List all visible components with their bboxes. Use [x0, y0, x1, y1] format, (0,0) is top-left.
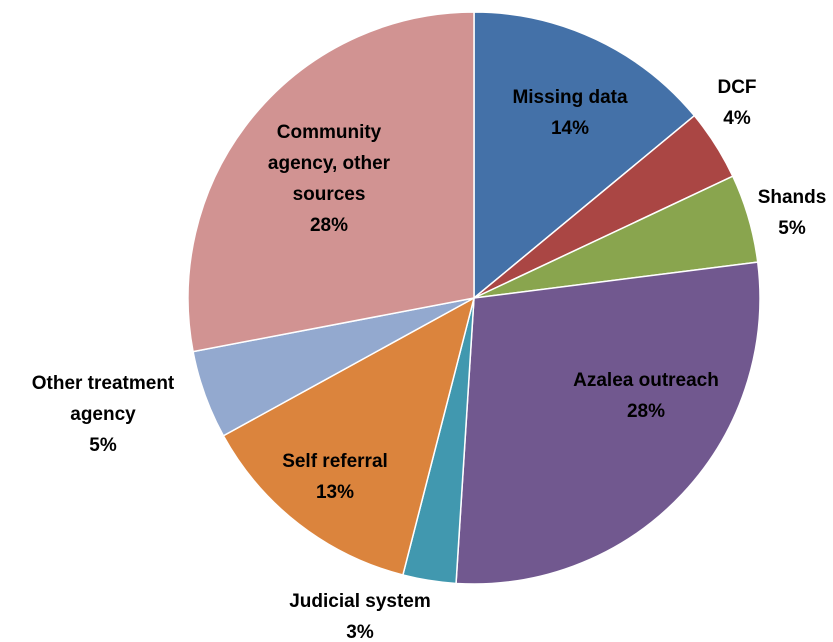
slice-label-community-agency-other-sources: Community agency, other sources 28% [268, 122, 391, 236]
slice-community-agency-other-sources [187, 11, 475, 353]
slice-label-judicial-system: Judicial system 3% [289, 591, 431, 642]
slice-azalea-outreach [455, 261, 761, 585]
slice-labels: Missing data 14% DCF 4% Shands 5% Azalea outre… [32, 77, 827, 642]
slice-missing-data [473, 11, 696, 300]
slice-label-other-treatment-agency: Other treatment agency 5% [32, 373, 175, 456]
slice-label-missing-data: Missing data 14% [512, 87, 628, 139]
slice-label-shands: Shands 5% [758, 187, 827, 239]
slice-self-referral [222, 296, 476, 576]
slice-label-dcf: DCF 4% [717, 77, 756, 129]
slice-label-azalea-outreach: Azalea outreach 28% [573, 370, 719, 422]
slice-label-self-referral: Self referral 13% [282, 451, 388, 503]
pie-slices [187, 11, 761, 585]
